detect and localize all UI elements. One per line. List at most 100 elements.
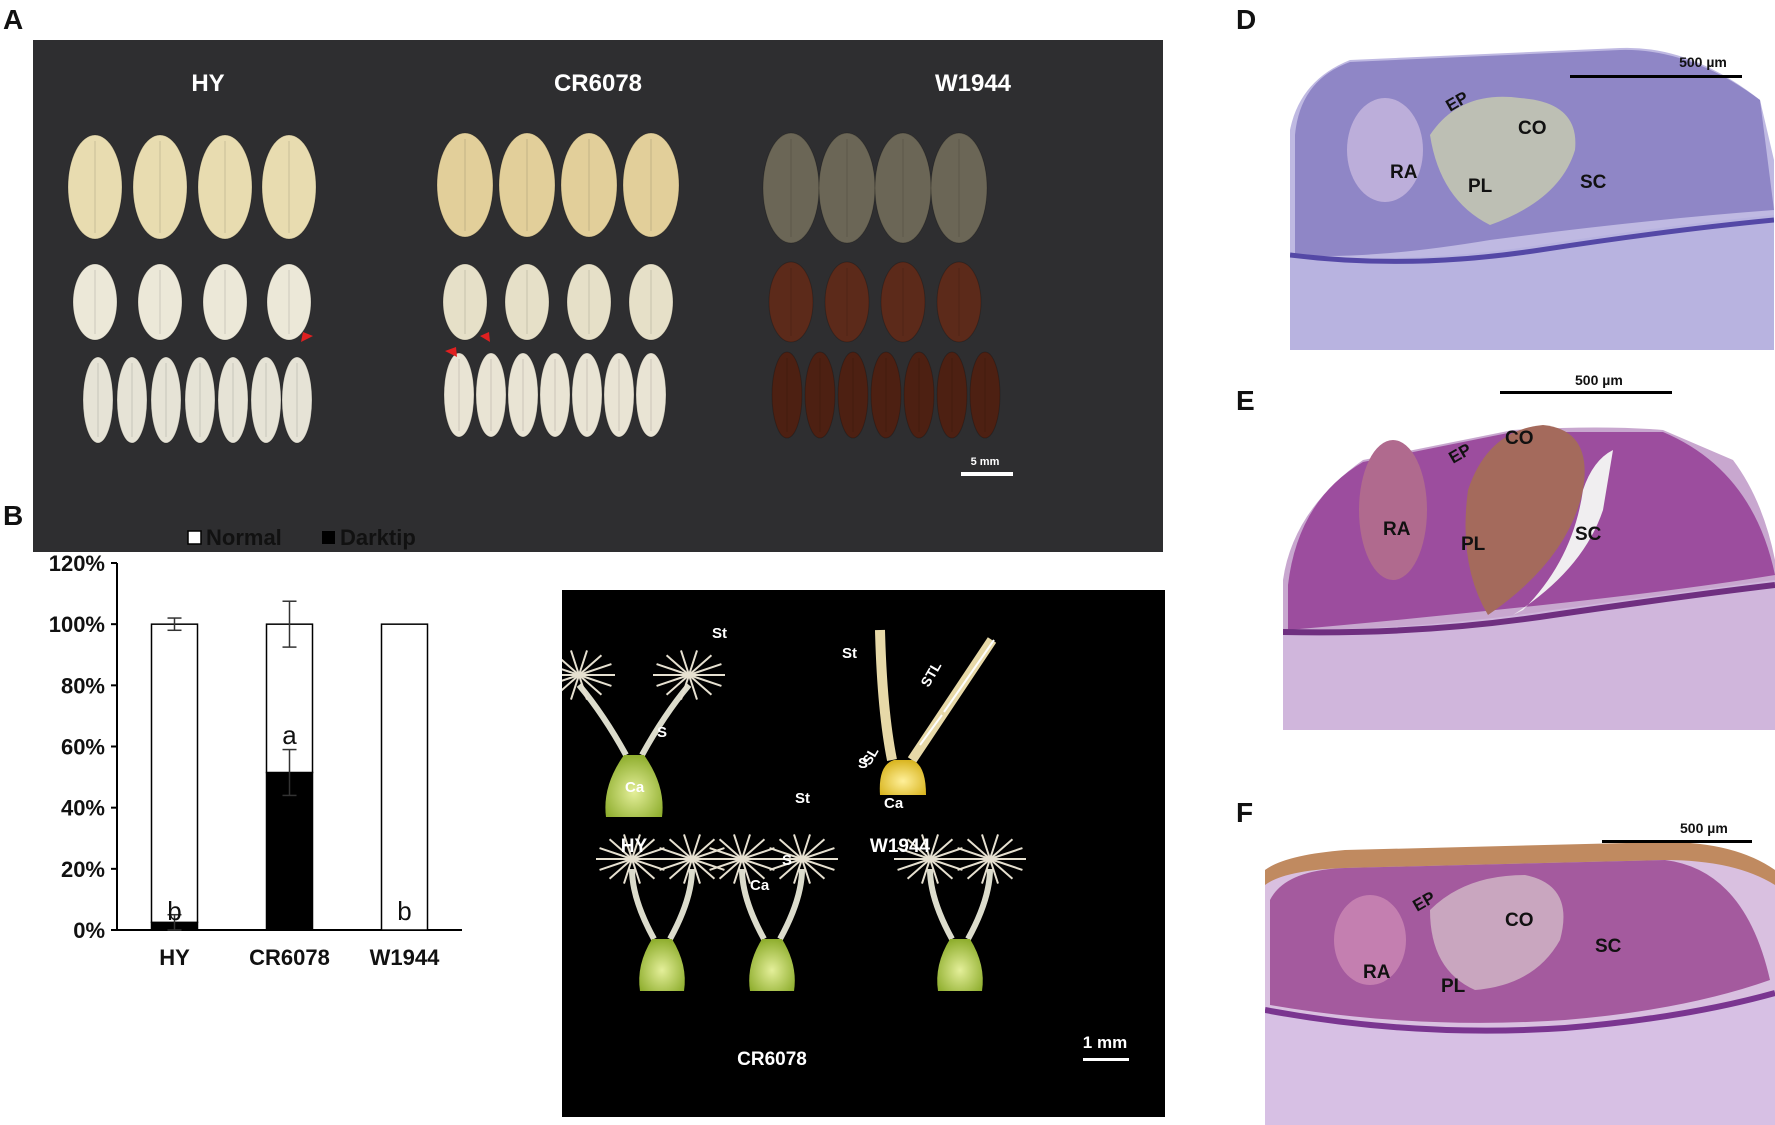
grain-rows: [67, 132, 1001, 444]
endosperm-tissue: [1290, 215, 1774, 350]
coleoptile-region: [1430, 875, 1564, 990]
stigma-label: St: [795, 790, 810, 807]
x-tick-label: CR6078: [249, 945, 330, 970]
stigma-plume: [733, 858, 743, 884]
stigma-plume: [801, 838, 826, 860]
grain: [504, 263, 550, 341]
stigma-plume: [929, 838, 954, 860]
stigma-plume: [741, 858, 775, 871]
sl-measure-line: [919, 714, 943, 746]
stigma-plume: [683, 834, 693, 860]
x-tick-label: HY: [159, 945, 190, 970]
sc-label: SC: [1580, 172, 1607, 193]
stigma-plume: [741, 858, 766, 880]
stigma-plume: [578, 674, 603, 696]
leaf-sheath-highlight: [1513, 450, 1613, 615]
legend-label-normal: Normal: [206, 525, 282, 550]
y-tick-label: 120%: [49, 551, 105, 576]
grain: [824, 261, 870, 343]
grain: [870, 351, 902, 439]
stigma-plume: [688, 650, 698, 676]
stigma-plume: [929, 834, 939, 860]
endosperm-tissue: [1283, 580, 1775, 730]
pistil-variety-cr6078: CR6078: [737, 1049, 807, 1070]
grain: [266, 263, 312, 341]
radicle-region: [1347, 98, 1423, 202]
stigma-plume: [929, 847, 963, 860]
stigma-plume: [659, 847, 693, 860]
stigma-plume: [656, 663, 690, 676]
ovary-label: Ca: [750, 877, 770, 894]
ovary: [639, 939, 685, 991]
stigma-plume: [688, 674, 713, 696]
stigma-plume: [897, 858, 931, 871]
grain: [82, 356, 114, 444]
grain: [628, 263, 674, 341]
bar-normal: [150, 623, 199, 924]
stigma-plume: [631, 838, 656, 860]
pl-label: PL: [1468, 176, 1493, 197]
stigma-plume: [683, 858, 693, 884]
style: [739, 868, 767, 941]
stigma-plume: [989, 847, 1023, 860]
stigma-plume: [989, 838, 1014, 860]
stigma-plume: [680, 674, 690, 700]
scale-bar-label: 5 mm: [971, 456, 1000, 468]
embryo-section-e: EP CO RA PL SC 500 µm: [1283, 425, 1775, 730]
panel-label-a: A: [3, 4, 24, 35]
grain: [436, 132, 494, 238]
grain: [137, 263, 183, 341]
stigma-plume: [688, 674, 698, 700]
pistil-variety-w1944: W1944: [870, 836, 931, 857]
stigma-plume: [989, 858, 1014, 880]
stigma-plume: [989, 834, 999, 860]
grain: [443, 352, 475, 438]
scale-bar: [1570, 75, 1742, 78]
style-length-label: SL: [859, 744, 882, 768]
stigma-plume: [656, 674, 690, 687]
grain-photo-panel: HY CR6078 W1944 5 mm: [33, 40, 1163, 552]
style: [629, 868, 657, 941]
y-tick-label: 100%: [49, 612, 105, 637]
grain: [880, 261, 926, 343]
grain: [72, 263, 118, 341]
y-tick-label: 0%: [73, 918, 105, 943]
variety-label-cr6078: CR6078: [554, 70, 642, 97]
scale-bar-label: 500 µm: [1679, 54, 1727, 70]
ra-label: RA: [1390, 162, 1418, 183]
grain: [132, 134, 188, 240]
scutellum-edge: [1265, 990, 1775, 1034]
ra-label: RA: [1363, 962, 1391, 983]
stigma-plume: [570, 674, 580, 700]
scutellum-edge: [1290, 217, 1774, 264]
stigma-plume: [801, 858, 835, 871]
radicle-region: [1359, 440, 1427, 580]
stigma-plume: [691, 858, 716, 880]
arrowhead-marker: [301, 332, 313, 342]
style: [667, 868, 695, 941]
stigma-length-label: STL: [917, 658, 944, 689]
co-label: CO: [1505, 910, 1534, 931]
grain: [281, 356, 313, 444]
grain: [150, 356, 182, 444]
grain: [197, 134, 253, 240]
stigma-plume: [906, 838, 931, 860]
grain: [475, 352, 507, 438]
stigma-plume: [801, 847, 835, 860]
grain: [539, 352, 571, 438]
stigma-plume: [578, 674, 612, 687]
stigma-plume: [741, 834, 751, 860]
style: [965, 868, 993, 941]
stigma-plume: [801, 858, 826, 880]
stigma-plume: [631, 858, 641, 884]
variety-label-hy: HY: [191, 70, 224, 97]
grain: [442, 263, 488, 341]
stigma-label: St: [712, 625, 727, 642]
scale-bar-label: 1 mm: [1083, 1033, 1127, 1052]
stigma-plume: [688, 663, 722, 676]
ovary: [749, 939, 795, 991]
radicle-region: [1334, 895, 1406, 985]
pl-label: PL: [1441, 976, 1466, 997]
stigma-plume: [741, 858, 751, 884]
pistil-photo-panel: St S Ca HY St S SL STL Ca W1944 St S Ca …: [562, 590, 1165, 1117]
